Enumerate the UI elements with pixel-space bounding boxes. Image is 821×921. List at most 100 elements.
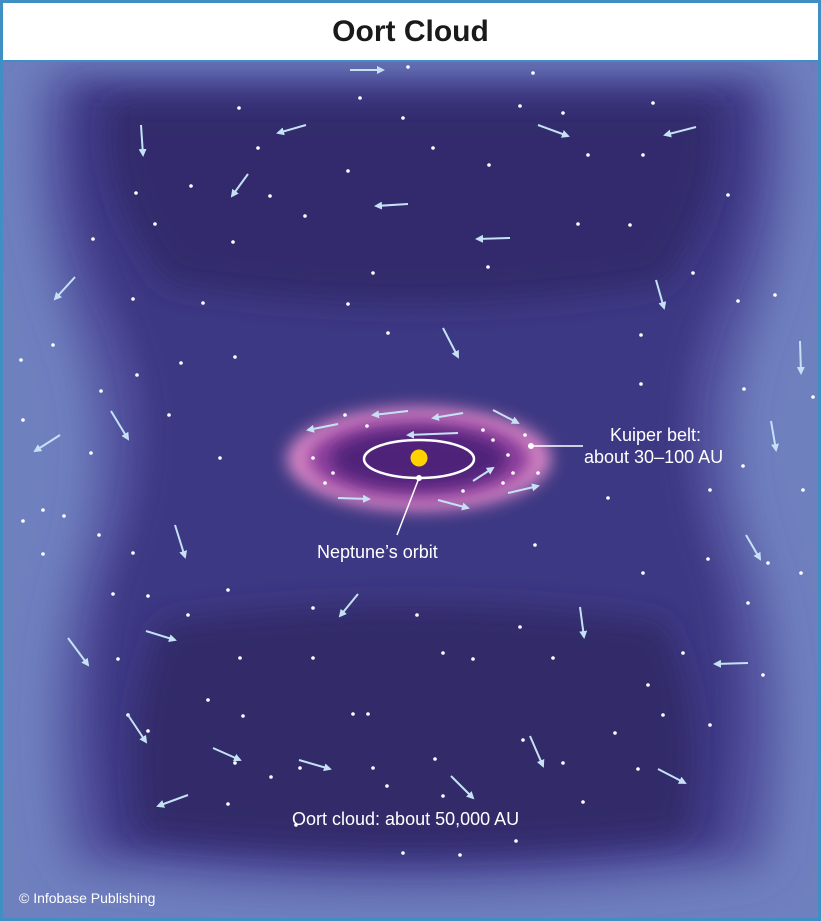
star [41, 552, 45, 556]
star [116, 657, 120, 661]
star [366, 712, 370, 716]
comet-arrow [230, 173, 249, 198]
star [346, 169, 350, 173]
star [186, 613, 190, 617]
star [561, 111, 565, 115]
neptune-orbit-leader-dot [416, 475, 422, 481]
star [773, 293, 777, 297]
comet-arrow [663, 126, 697, 138]
comet-arrow [770, 420, 779, 452]
star [146, 594, 150, 598]
star [741, 464, 745, 468]
comet-arrow [475, 234, 511, 243]
star [491, 438, 495, 442]
title-bar: Oort Cloud [3, 3, 818, 62]
star [298, 766, 302, 770]
comet-arrow [655, 279, 667, 310]
star [131, 297, 135, 301]
star [146, 729, 150, 733]
star [241, 714, 245, 718]
comet-arrow [212, 747, 242, 762]
star [365, 424, 369, 428]
star [97, 533, 101, 537]
comet-motion-arrows [33, 66, 805, 808]
star [311, 456, 315, 460]
neptune-orbit-leader [396, 477, 420, 536]
star [201, 301, 205, 305]
star [111, 592, 115, 596]
comet-arrow [431, 412, 464, 421]
star [21, 418, 25, 422]
star [311, 606, 315, 610]
star [551, 656, 555, 660]
comet-arrow [472, 466, 495, 482]
star [323, 481, 327, 485]
star [206, 698, 210, 702]
star [576, 222, 580, 226]
neptune-orbit-label: Neptune’s orbit [317, 542, 438, 562]
star [742, 387, 746, 391]
star [431, 146, 435, 150]
star [441, 794, 445, 798]
star [486, 265, 490, 269]
star [681, 651, 685, 655]
star [458, 853, 462, 857]
star [91, 237, 95, 241]
comet-arrow [507, 483, 540, 494]
comet-arrow [579, 606, 588, 639]
star [294, 823, 298, 827]
star [801, 488, 805, 492]
star [41, 508, 45, 512]
comet-arrow [156, 794, 189, 808]
star [401, 851, 405, 855]
star [89, 451, 93, 455]
star [269, 775, 273, 779]
star [514, 839, 518, 843]
star [406, 65, 410, 69]
comet-arrow [450, 775, 475, 800]
star [487, 163, 491, 167]
star [371, 766, 375, 770]
star [189, 184, 193, 188]
comet-arrow [374, 201, 409, 210]
comet-arrow [745, 534, 762, 561]
star [726, 193, 730, 197]
star [746, 601, 750, 605]
star [706, 557, 710, 561]
star [471, 657, 475, 661]
star [628, 223, 632, 227]
star [461, 489, 465, 493]
comet-arrow [406, 430, 459, 439]
star [268, 194, 272, 198]
star [581, 800, 585, 804]
star [799, 571, 803, 575]
star [521, 738, 525, 742]
kuiper-belt-leader-dot [528, 443, 534, 449]
comet-arrow [110, 410, 130, 441]
star [811, 395, 815, 399]
star [131, 551, 135, 555]
comet-arrow [537, 124, 570, 138]
star [531, 71, 535, 75]
star [51, 343, 55, 347]
star [237, 106, 241, 110]
page-title: Oort Cloud [332, 14, 489, 48]
comet-arrow [67, 637, 90, 667]
star [226, 588, 230, 592]
copyright-credit: © Infobase Publishing [19, 890, 156, 906]
star [233, 355, 237, 359]
star [586, 153, 590, 157]
star [766, 561, 770, 565]
star [401, 116, 405, 120]
comet-arrow [276, 124, 307, 136]
star [761, 673, 765, 677]
star [708, 723, 712, 727]
star [331, 471, 335, 475]
star [736, 299, 740, 303]
comet-arrow [371, 410, 409, 419]
star [518, 104, 522, 108]
star [371, 271, 375, 275]
star [351, 712, 355, 716]
star [613, 731, 617, 735]
